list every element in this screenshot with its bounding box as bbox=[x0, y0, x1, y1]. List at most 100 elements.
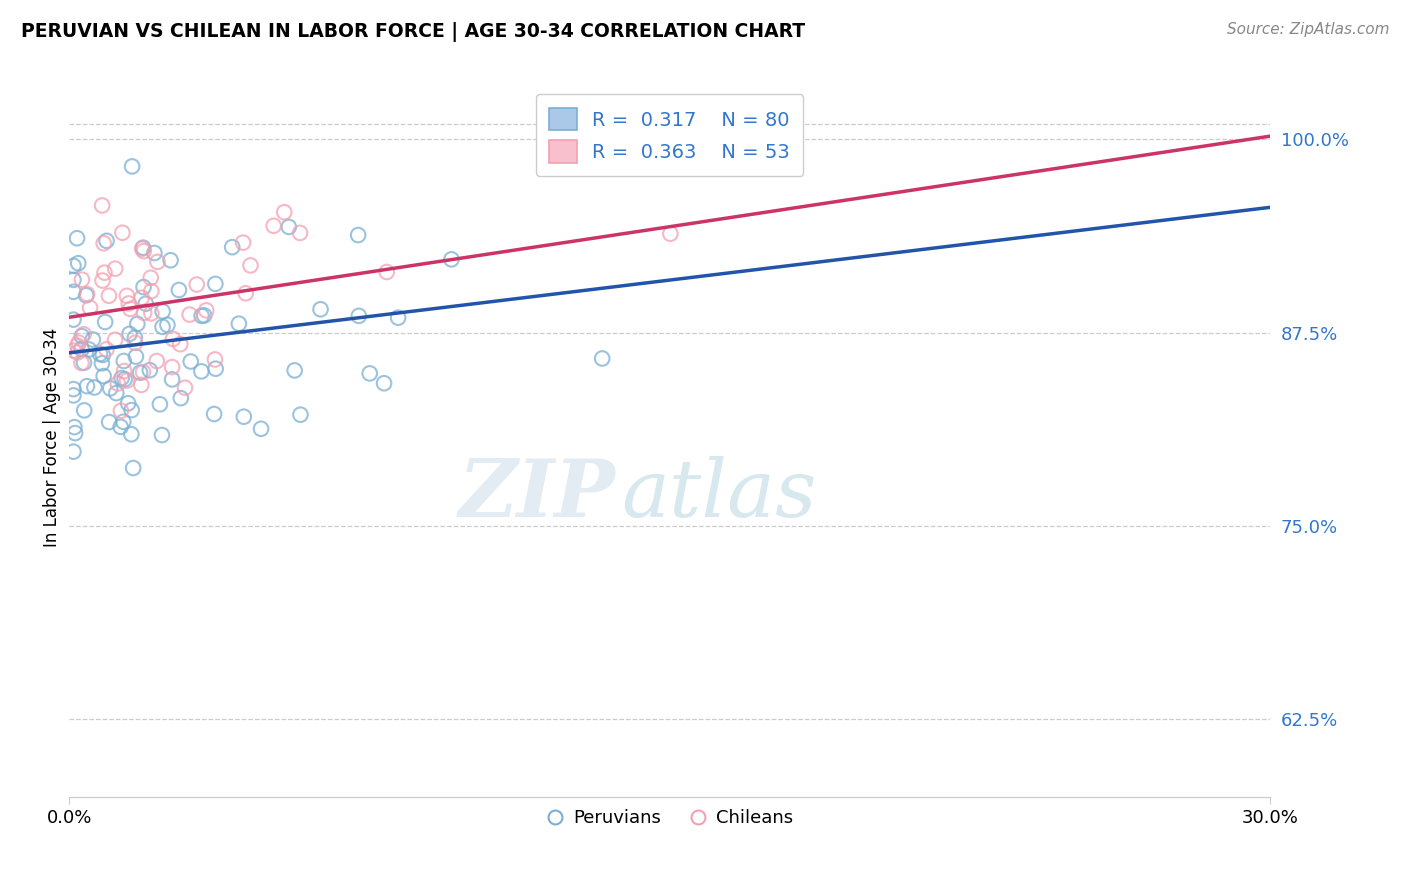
Point bbox=[70, 329, 93, 343]
Point bbox=[91, 348, 114, 362]
Point bbox=[204, 352, 226, 367]
Point bbox=[232, 409, 254, 424]
Point bbox=[202, 407, 225, 421]
Point bbox=[120, 301, 142, 316]
Point bbox=[152, 304, 174, 318]
Point bbox=[115, 289, 138, 303]
Point bbox=[160, 360, 183, 375]
Point bbox=[167, 283, 190, 297]
Point bbox=[82, 333, 104, 347]
Point bbox=[186, 277, 208, 292]
Text: PERUVIAN VS CHILEAN IN LABOR FORCE | AGE 30-34 CORRELATION CHART: PERUVIAN VS CHILEAN IN LABOR FORCE | AGE… bbox=[21, 22, 806, 42]
Point bbox=[127, 317, 149, 331]
Point bbox=[93, 236, 115, 251]
Point bbox=[93, 369, 115, 384]
Point bbox=[232, 235, 254, 250]
Legend: Peruvians, Chileans: Peruvians, Chileans bbox=[540, 802, 800, 835]
Point bbox=[145, 354, 167, 368]
Point bbox=[273, 205, 295, 219]
Point bbox=[347, 309, 370, 323]
Point bbox=[73, 403, 96, 417]
Point bbox=[359, 367, 381, 381]
Point bbox=[62, 444, 84, 458]
Text: Source: ZipAtlas.com: Source: ZipAtlas.com bbox=[1226, 22, 1389, 37]
Point bbox=[110, 404, 132, 418]
Point bbox=[62, 343, 84, 358]
Text: ZIP: ZIP bbox=[458, 456, 616, 533]
Point bbox=[66, 231, 89, 245]
Point bbox=[162, 332, 184, 346]
Point bbox=[174, 381, 197, 395]
Point bbox=[112, 354, 135, 368]
Point bbox=[91, 274, 114, 288]
Point bbox=[66, 345, 89, 359]
Point bbox=[73, 327, 96, 342]
Point bbox=[135, 296, 157, 310]
Point bbox=[121, 160, 143, 174]
Point bbox=[62, 273, 84, 287]
Point bbox=[139, 363, 162, 377]
Point bbox=[98, 415, 121, 429]
Point bbox=[117, 396, 139, 410]
Point bbox=[131, 291, 153, 305]
Point bbox=[63, 426, 86, 441]
Point bbox=[160, 372, 183, 386]
Point bbox=[112, 364, 135, 378]
Point bbox=[114, 372, 136, 386]
Point bbox=[221, 240, 243, 254]
Point bbox=[67, 256, 90, 270]
Point bbox=[228, 317, 250, 331]
Point bbox=[132, 280, 155, 294]
Point bbox=[111, 226, 134, 240]
Point bbox=[375, 265, 398, 279]
Point bbox=[62, 285, 84, 299]
Point bbox=[190, 364, 212, 378]
Point bbox=[77, 343, 100, 357]
Point bbox=[141, 306, 163, 320]
Point bbox=[122, 461, 145, 475]
Point bbox=[107, 376, 129, 391]
Point bbox=[180, 354, 202, 368]
Point bbox=[146, 255, 169, 269]
Point bbox=[204, 277, 226, 291]
Point bbox=[149, 397, 172, 411]
Point bbox=[591, 351, 613, 366]
Point bbox=[124, 335, 146, 350]
Point bbox=[124, 331, 146, 345]
Point bbox=[195, 303, 218, 318]
Point bbox=[73, 356, 96, 370]
Point bbox=[190, 309, 212, 323]
Point bbox=[70, 273, 93, 287]
Point bbox=[89, 347, 111, 361]
Point bbox=[131, 242, 153, 256]
Point bbox=[110, 420, 132, 434]
Point bbox=[204, 361, 226, 376]
Point bbox=[309, 302, 332, 317]
Point bbox=[90, 356, 112, 370]
Point bbox=[76, 287, 98, 301]
Point bbox=[70, 342, 93, 356]
Point bbox=[139, 270, 162, 285]
Point bbox=[129, 377, 152, 392]
Point bbox=[263, 219, 285, 233]
Point bbox=[62, 312, 84, 326]
Point bbox=[132, 306, 155, 320]
Point bbox=[96, 343, 118, 357]
Point bbox=[347, 228, 370, 243]
Point bbox=[156, 318, 179, 332]
Point bbox=[121, 403, 143, 417]
Point bbox=[93, 266, 115, 280]
Point bbox=[97, 289, 120, 303]
Point bbox=[159, 253, 181, 268]
Point bbox=[169, 337, 191, 351]
Point bbox=[118, 326, 141, 341]
Text: atlas: atlas bbox=[621, 456, 817, 533]
Point bbox=[104, 261, 127, 276]
Point bbox=[387, 310, 409, 325]
Point bbox=[120, 427, 142, 442]
Point bbox=[115, 374, 138, 388]
Point bbox=[70, 356, 93, 370]
Point bbox=[79, 301, 101, 315]
Point bbox=[111, 371, 134, 385]
Point bbox=[373, 376, 395, 391]
